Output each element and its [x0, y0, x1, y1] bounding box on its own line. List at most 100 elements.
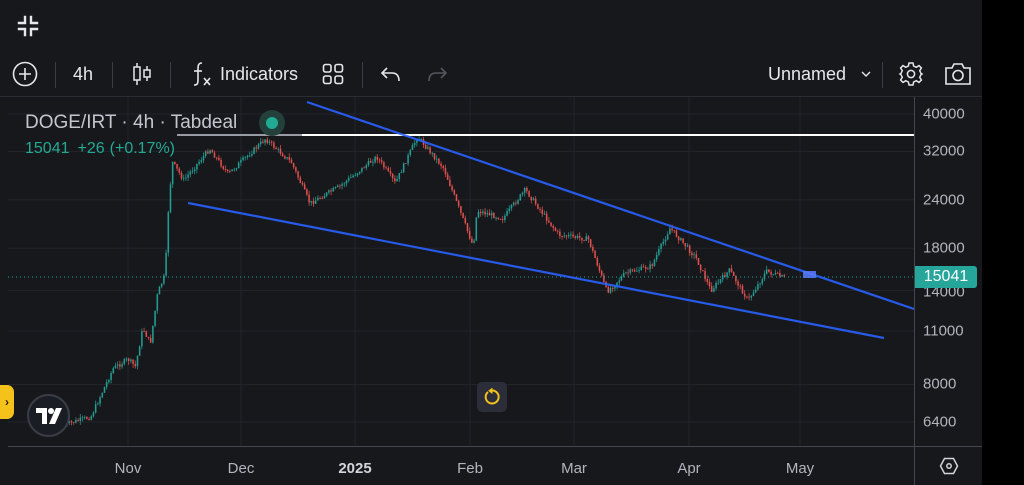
candle-body: [713, 288, 715, 292]
price-tick-label: 11000: [923, 322, 964, 340]
price-chart[interactable]: [8, 97, 914, 446]
candle-body: [682, 238, 684, 243]
screen-edge: [982, 0, 1024, 485]
candle-body: [402, 163, 405, 173]
candle-body: [664, 239, 667, 242]
indicators-button[interactable]: Indicators: [190, 56, 298, 92]
candle-body: [559, 231, 561, 236]
candle-body: [497, 217, 500, 220]
candle-body: [400, 172, 403, 174]
chart-type-button[interactable]: [132, 56, 154, 92]
settings-button[interactable]: [898, 56, 924, 92]
candle-body: [83, 417, 86, 418]
candle-body: [460, 206, 462, 213]
candle-body: [743, 293, 746, 297]
add-symbol-button[interactable]: [12, 56, 38, 92]
screenshot-button[interactable]: [944, 56, 972, 92]
trading-app: 4h Indicators: [0, 0, 982, 485]
reset-chart-button[interactable]: [477, 382, 507, 412]
top-bar: [0, 0, 982, 55]
candle-body: [684, 242, 687, 247]
candle-body: [233, 169, 236, 171]
candle-body: [295, 167, 297, 172]
candle-body: [741, 285, 744, 294]
candle-body: [592, 246, 594, 251]
candle-body: [303, 184, 306, 190]
toolbar-divider: [882, 62, 883, 88]
collapse-fullscreen-button[interactable]: [16, 14, 40, 38]
candle-body: [717, 282, 720, 284]
price-tick-label: 6400: [923, 413, 957, 431]
toolbar-divider-line: [0, 96, 982, 97]
candle-body: [314, 200, 317, 204]
candle-body: [174, 161, 176, 164]
candle-body: [281, 153, 284, 157]
candle-body: [620, 276, 623, 281]
candle-body: [253, 147, 255, 154]
candle-body: [537, 204, 539, 209]
candle-body: [490, 212, 493, 216]
candle-body: [158, 286, 161, 295]
candle-body: [594, 250, 596, 259]
candle-body: [539, 208, 541, 210]
candle-body: [576, 235, 579, 238]
chart-settings-corner-button[interactable]: [914, 446, 982, 485]
candle-body: [618, 280, 621, 283]
price-tick-label: 32000: [923, 142, 965, 160]
layout-templates-button[interactable]: [322, 56, 344, 92]
market-status-indicator[interactable]: [259, 110, 286, 136]
candle-body: [255, 147, 258, 149]
candle-body: [440, 163, 442, 167]
candle-body: [779, 273, 781, 277]
candle-body: [768, 269, 770, 272]
candle-body: [114, 365, 117, 369]
candle-body: [196, 163, 198, 170]
candle-body: [556, 230, 559, 232]
candle-body: [127, 358, 130, 362]
candlestick-icon: [133, 63, 151, 85]
candle-body: [350, 177, 352, 179]
candle-body: [471, 238, 473, 243]
candle-body: [622, 273, 625, 277]
candle-body: [581, 237, 583, 241]
redo-button[interactable]: [426, 56, 448, 92]
price-axis[interactable]: 40000 32000 24000 18000 14000 11000 8000 6400 15…: [914, 97, 982, 446]
candle-body: [369, 161, 372, 163]
candle-body: [774, 273, 777, 275]
current-price-tag: 15041: [915, 266, 977, 288]
candle-body: [644, 266, 647, 269]
candle-body: [748, 296, 750, 298]
toolbar-divider: [112, 62, 113, 88]
candle-body: [651, 264, 654, 266]
symbol-legend[interactable]: DOGE/IRT · 4h · Tabdeal: [25, 110, 286, 136]
candle-body: [464, 217, 467, 224]
candle-body: [363, 167, 365, 169]
candle-body: [68, 421, 71, 423]
candle-body: [686, 245, 689, 247]
candle-body: [629, 269, 632, 273]
candle-body: [473, 240, 475, 243]
candle-body: [726, 272, 728, 278]
undo-button[interactable]: [380, 56, 402, 92]
layout-name-dropdown[interactable]: Unnamed: [768, 56, 872, 92]
candle-body: [750, 295, 753, 298]
candle-body: [427, 147, 429, 149]
candle-body: [424, 144, 427, 149]
candle-body: [193, 169, 196, 171]
candle-body: [534, 198, 537, 205]
tradingview-logo[interactable]: [27, 394, 70, 437]
candle-body: [365, 165, 368, 169]
candle-body: [583, 240, 585, 242]
candle-body: [394, 178, 396, 182]
candle-body: [765, 269, 768, 274]
side-panel-toggle[interactable]: ›: [0, 385, 14, 419]
candle-body: [653, 259, 656, 266]
candle-body: [776, 273, 779, 274]
chart-canvas[interactable]: [8, 97, 914, 446]
interval-button[interactable]: 4h: [73, 56, 93, 92]
time-axis[interactable]: Nov Dec 2025 Feb Mar Apr May: [8, 446, 914, 485]
candle-body: [336, 185, 339, 187]
candle-body: [182, 178, 185, 179]
chart-toolbar: 4h Indicators: [0, 56, 982, 92]
candle-body: [614, 285, 616, 289]
